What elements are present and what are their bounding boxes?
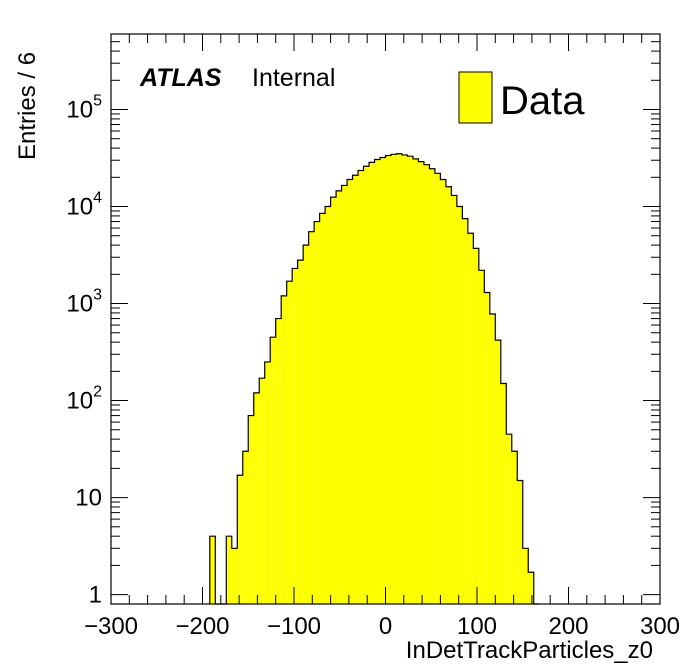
histogram-bar	[270, 337, 276, 604]
histogram-bar	[434, 173, 441, 604]
y-axis-title: Entries / 6	[14, 52, 41, 160]
histogram-bar	[248, 415, 254, 604]
x-axis-title: InDetTrackParticles_z0	[406, 637, 653, 664]
histogram-bar	[308, 231, 315, 604]
internal-label: Internal	[252, 64, 335, 92]
histogram-bar	[253, 392, 260, 604]
histogram-bar	[390, 154, 397, 605]
histogram-bar	[528, 572, 534, 604]
histogram-bar	[462, 218, 468, 604]
histogram-bar	[467, 233, 474, 605]
histogram-bar	[484, 292, 490, 604]
histogram-bar	[511, 451, 518, 604]
x-tick-label: −300	[84, 613, 138, 640]
histogram-bar	[363, 166, 370, 605]
histogram-bar	[407, 156, 413, 605]
x-tick-labels: −300 −200 −100 0 100 200 300	[84, 613, 680, 640]
y-tick-label: 105	[66, 92, 102, 123]
histogram-bar	[341, 185, 348, 604]
histogram-bar	[286, 281, 293, 604]
histogram-bar	[451, 195, 457, 604]
histogram-bar	[314, 221, 320, 604]
x-tick-label: 300	[640, 613, 680, 640]
atlas-label: ATLAS	[139, 64, 222, 92]
histogram-bar	[500, 383, 507, 604]
histogram-bar	[506, 434, 512, 604]
histogram-bar	[226, 536, 232, 604]
histogram-bar	[517, 480, 523, 604]
histogram-bar	[478, 270, 485, 604]
histogram-bar	[429, 168, 435, 604]
y-tick-labels: 1 10 102 103 104 105	[66, 92, 102, 608]
histogram-bar	[330, 197, 337, 604]
histogram-bar	[352, 175, 359, 605]
histogram-bar	[292, 268, 298, 604]
legend-swatch-data	[458, 71, 493, 124]
axis-ticks	[110, 33, 661, 604]
histogram-bar	[347, 179, 353, 604]
histogram-bar	[495, 340, 501, 604]
histogram-bar	[423, 164, 430, 604]
histogram-bar	[297, 260, 304, 604]
y-tick-label: 1	[89, 582, 102, 609]
histogram-bars	[209, 153, 540, 605]
y-tick-label: 102	[66, 384, 102, 415]
histogram-bar	[456, 206, 463, 604]
histogram-bar	[418, 161, 424, 604]
histogram-bar	[369, 162, 375, 604]
histogram-bar	[275, 318, 282, 604]
legend-label-data: Data	[500, 79, 585, 123]
histogram-bar	[325, 206, 331, 604]
histogram-bar	[237, 475, 243, 604]
histogram-bar	[440, 179, 446, 604]
y-tick-label: 103	[66, 287, 102, 318]
histogram-bar	[336, 190, 342, 605]
histogram-bar	[231, 548, 238, 604]
histogram-bar	[242, 451, 249, 604]
histogram-outline	[209, 153, 540, 605]
histogram-bar	[445, 186, 452, 604]
histogram-bar	[473, 248, 479, 604]
x-tick-label: −100	[267, 613, 321, 640]
histogram-bar	[380, 157, 386, 604]
y-tick-label: 10	[75, 485, 102, 512]
histogram-bar	[319, 213, 326, 604]
histogram-bar	[412, 158, 419, 604]
histogram-bar	[396, 153, 402, 604]
x-tick-label: −200	[175, 613, 229, 640]
histogram-bar	[401, 154, 408, 604]
histogram-bar	[385, 155, 391, 604]
histogram-bar	[374, 159, 381, 605]
x-tick-label: 0	[379, 613, 392, 640]
histogram-bar	[522, 548, 529, 604]
histogram-bar	[281, 295, 287, 604]
histogram-bar	[264, 361, 271, 604]
histogram-bar	[358, 170, 364, 604]
histogram-bar	[259, 378, 265, 604]
y-tick-label: 104	[66, 190, 102, 221]
x-tick-label: 200	[548, 613, 588, 640]
x-tick-label: 100	[457, 613, 497, 640]
legend: Data	[458, 71, 585, 124]
histogram-bar	[303, 245, 309, 605]
histogram-bar	[489, 314, 496, 604]
histogram-bar	[209, 536, 216, 604]
